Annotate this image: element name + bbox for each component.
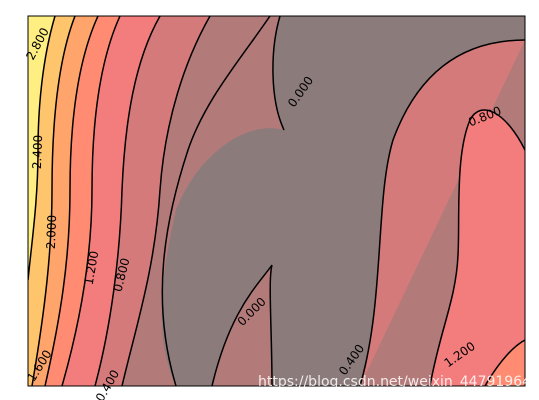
band-0p0 (161, 16, 525, 386)
contour-line-0p8-left (121, 16, 211, 386)
band-1p2-right (430, 110, 525, 386)
watermark: https://blog.csdn.net/weixin_44791964 (258, 374, 531, 390)
contour-label: 1.200 (82, 250, 102, 286)
contour-line-0p0-top (359, 39, 525, 386)
contour-line-1p2 (94, 16, 161, 386)
band-1p6-right (485, 340, 525, 386)
axes-frame (27, 15, 526, 387)
contour-line-2p8 (28, 16, 56, 281)
contour-line-2p4 (31, 16, 76, 386)
contour-label: 2.400 (30, 135, 45, 170)
contour-line-2p0 (44, 16, 99, 386)
contour-line-0p0-notch-top (272, 16, 285, 131)
contour-lines (28, 16, 525, 386)
contour-line-0p8-right (429, 109, 525, 386)
contour-line-1p6 (61, 16, 121, 386)
contour-label: 2.000 (44, 215, 59, 250)
contour-line-1p2-right (484, 339, 525, 386)
contour-line-0p4-left (161, 16, 271, 386)
contour-line-0p0-notch-bottom (211, 264, 273, 386)
